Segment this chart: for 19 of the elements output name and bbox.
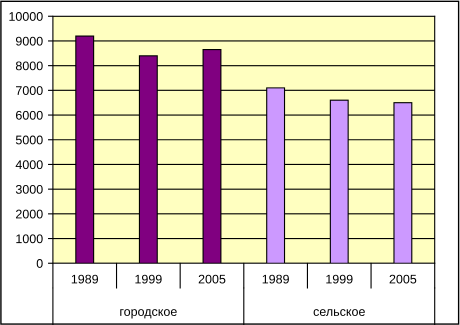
y-tick-label: 9000 bbox=[16, 36, 43, 46]
y-tick-label: 0 bbox=[36, 259, 43, 268]
y-tick-label: 4000 bbox=[16, 160, 43, 170]
text: городское bbox=[120, 309, 177, 318]
x-tick-label: 2005 bbox=[390, 274, 416, 284]
x-tick-label: 1999 bbox=[135, 274, 162, 284]
y-tick-label: 3000 bbox=[16, 184, 43, 194]
x-tick-label: 2005 bbox=[198, 274, 226, 284]
y-tick-label: 6000 bbox=[16, 110, 43, 120]
y-tick-label: 7000 bbox=[16, 86, 43, 95]
text: сельское bbox=[314, 309, 365, 316]
y-tick-label: 1000 bbox=[16, 234, 43, 244]
y-tick-label: 5000 bbox=[16, 136, 43, 144]
y-tick-label: 2000 bbox=[16, 210, 43, 218]
x-tick-label: 1989 bbox=[262, 274, 289, 284]
x-tick-label: 1999 bbox=[326, 274, 353, 284]
y-tick-label: 10000 bbox=[9, 12, 43, 21]
y-tick-label: 8000 bbox=[16, 61, 43, 70]
x-tick-label: 1989 bbox=[72, 274, 98, 284]
